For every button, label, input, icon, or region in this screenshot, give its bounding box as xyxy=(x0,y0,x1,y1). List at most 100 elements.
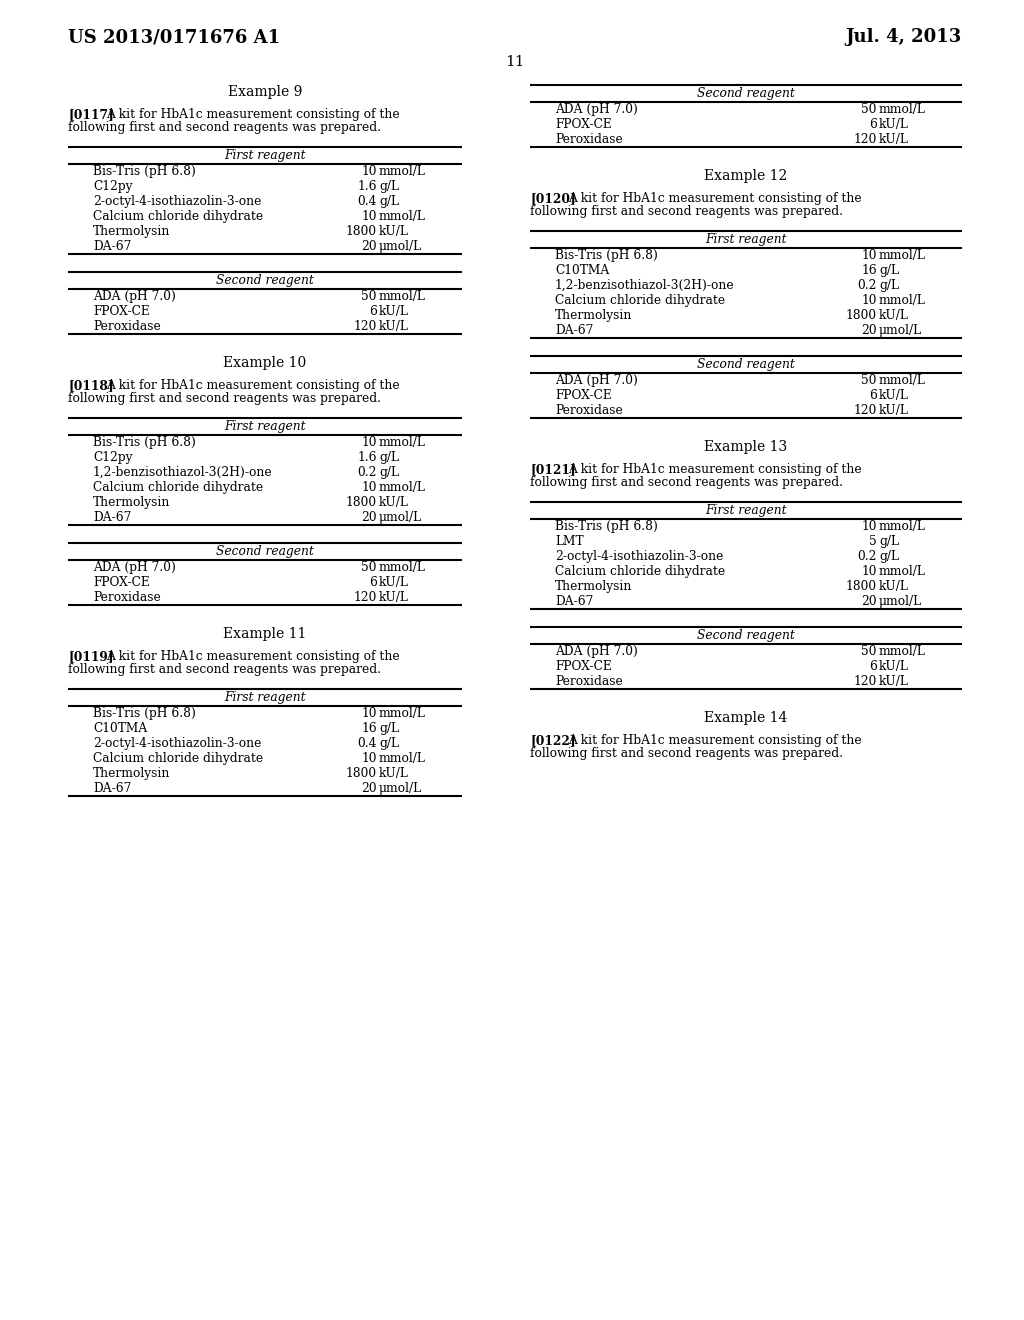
Text: 20: 20 xyxy=(361,240,377,253)
Text: 6: 6 xyxy=(369,576,377,589)
Text: 50: 50 xyxy=(361,290,377,304)
Text: Example 13: Example 13 xyxy=(705,440,787,454)
Text: kU/L: kU/L xyxy=(379,576,409,589)
Text: 16: 16 xyxy=(361,722,377,735)
Text: g/L: g/L xyxy=(379,737,399,750)
Text: 120: 120 xyxy=(353,591,377,605)
Text: kU/L: kU/L xyxy=(379,591,409,605)
Text: μmol/L: μmol/L xyxy=(379,781,422,795)
Text: g/L: g/L xyxy=(379,451,399,465)
Text: DA-67: DA-67 xyxy=(93,781,131,795)
Text: 10: 10 xyxy=(861,565,877,578)
Text: LMT: LMT xyxy=(555,535,584,548)
Text: kU/L: kU/L xyxy=(879,675,909,688)
Text: g/L: g/L xyxy=(379,195,399,209)
Text: mmol/L: mmol/L xyxy=(379,480,426,494)
Text: Example 9: Example 9 xyxy=(227,84,302,99)
Text: 20: 20 xyxy=(861,595,877,609)
Text: C10TMA: C10TMA xyxy=(93,722,147,735)
Text: C12py: C12py xyxy=(93,180,132,193)
Text: [0120]: [0120] xyxy=(530,191,575,205)
Text: 120: 120 xyxy=(353,319,377,333)
Text: g/L: g/L xyxy=(379,722,399,735)
Text: Thermolysin: Thermolysin xyxy=(555,309,633,322)
Text: 6: 6 xyxy=(869,117,877,131)
Text: following first and second reagents was prepared.: following first and second reagents was … xyxy=(530,205,843,218)
Text: following first and second reagents was prepared.: following first and second reagents was … xyxy=(68,663,381,676)
Text: Example 11: Example 11 xyxy=(223,627,306,642)
Text: kU/L: kU/L xyxy=(879,133,909,147)
Text: 1800: 1800 xyxy=(346,767,377,780)
Text: 10: 10 xyxy=(361,210,377,223)
Text: mmol/L: mmol/L xyxy=(879,249,926,261)
Text: ADA (pH 7.0): ADA (pH 7.0) xyxy=(93,561,176,574)
Text: g/L: g/L xyxy=(879,279,899,292)
Text: FPOX-CE: FPOX-CE xyxy=(93,305,150,318)
Text: Thermolysin: Thermolysin xyxy=(555,579,633,593)
Text: g/L: g/L xyxy=(879,264,899,277)
Text: 0.2: 0.2 xyxy=(857,550,877,564)
Text: Calcium chloride dihydrate: Calcium chloride dihydrate xyxy=(555,294,725,308)
Text: Example 14: Example 14 xyxy=(705,711,787,725)
Text: 2-octyl-4-isothiazolin-3-one: 2-octyl-4-isothiazolin-3-one xyxy=(93,737,261,750)
Text: First reagent: First reagent xyxy=(706,234,786,246)
Text: Thermolysin: Thermolysin xyxy=(93,496,170,510)
Text: mmol/L: mmol/L xyxy=(379,165,426,178)
Text: A kit for HbA1c measurement consisting of the: A kit for HbA1c measurement consisting o… xyxy=(568,463,861,477)
Text: g/L: g/L xyxy=(379,180,399,193)
Text: 1800: 1800 xyxy=(846,579,877,593)
Text: Bis-Tris (pH 6.8): Bis-Tris (pH 6.8) xyxy=(93,436,196,449)
Text: 50: 50 xyxy=(861,645,877,657)
Text: Calcium chloride dihydrate: Calcium chloride dihydrate xyxy=(93,480,263,494)
Text: g/L: g/L xyxy=(879,535,899,548)
Text: following first and second reagents was prepared.: following first and second reagents was … xyxy=(68,121,381,135)
Text: 10: 10 xyxy=(361,752,377,766)
Text: 10: 10 xyxy=(361,165,377,178)
Text: 2-octyl-4-isothiazolin-3-one: 2-octyl-4-isothiazolin-3-one xyxy=(93,195,261,209)
Text: 1800: 1800 xyxy=(846,309,877,322)
Text: mmol/L: mmol/L xyxy=(379,708,426,719)
Text: Second reagent: Second reagent xyxy=(697,630,795,642)
Text: First reagent: First reagent xyxy=(224,690,306,704)
Text: 0.2: 0.2 xyxy=(857,279,877,292)
Text: [0118]: [0118] xyxy=(68,379,114,392)
Text: 120: 120 xyxy=(854,133,877,147)
Text: FPOX-CE: FPOX-CE xyxy=(555,389,611,403)
Text: 120: 120 xyxy=(854,675,877,688)
Text: 16: 16 xyxy=(861,264,877,277)
Text: following first and second reagents was prepared.: following first and second reagents was … xyxy=(68,392,381,405)
Text: μmol/L: μmol/L xyxy=(379,240,422,253)
Text: 0.2: 0.2 xyxy=(357,466,377,479)
Text: Peroxidase: Peroxidase xyxy=(93,591,161,605)
Text: Bis-Tris (pH 6.8): Bis-Tris (pH 6.8) xyxy=(93,708,196,719)
Text: Second reagent: Second reagent xyxy=(697,358,795,371)
Text: kU/L: kU/L xyxy=(879,117,909,131)
Text: Calcium chloride dihydrate: Calcium chloride dihydrate xyxy=(93,752,263,766)
Text: Second reagent: Second reagent xyxy=(216,275,314,286)
Text: A kit for HbA1c measurement consisting of the: A kit for HbA1c measurement consisting o… xyxy=(568,734,861,747)
Text: 20: 20 xyxy=(361,511,377,524)
Text: FPOX-CE: FPOX-CE xyxy=(555,660,611,673)
Text: US 2013/0171676 A1: US 2013/0171676 A1 xyxy=(68,28,281,46)
Text: DA-67: DA-67 xyxy=(555,323,593,337)
Text: FPOX-CE: FPOX-CE xyxy=(93,576,150,589)
Text: 1.6: 1.6 xyxy=(357,180,377,193)
Text: Bis-Tris (pH 6.8): Bis-Tris (pH 6.8) xyxy=(555,249,657,261)
Text: 10: 10 xyxy=(861,249,877,261)
Text: kU/L: kU/L xyxy=(879,404,909,417)
Text: First reagent: First reagent xyxy=(224,149,306,162)
Text: ADA (pH 7.0): ADA (pH 7.0) xyxy=(555,103,638,116)
Text: C12py: C12py xyxy=(93,451,132,465)
Text: kU/L: kU/L xyxy=(379,224,409,238)
Text: 6: 6 xyxy=(369,305,377,318)
Text: C10TMA: C10TMA xyxy=(555,264,609,277)
Text: 0.4: 0.4 xyxy=(357,195,377,209)
Text: kU/L: kU/L xyxy=(879,660,909,673)
Text: mmol/L: mmol/L xyxy=(879,645,926,657)
Text: [0119]: [0119] xyxy=(68,649,114,663)
Text: ADA (pH 7.0): ADA (pH 7.0) xyxy=(555,645,638,657)
Text: First reagent: First reagent xyxy=(706,504,786,517)
Text: 1800: 1800 xyxy=(346,224,377,238)
Text: 10: 10 xyxy=(361,480,377,494)
Text: Peroxidase: Peroxidase xyxy=(555,675,623,688)
